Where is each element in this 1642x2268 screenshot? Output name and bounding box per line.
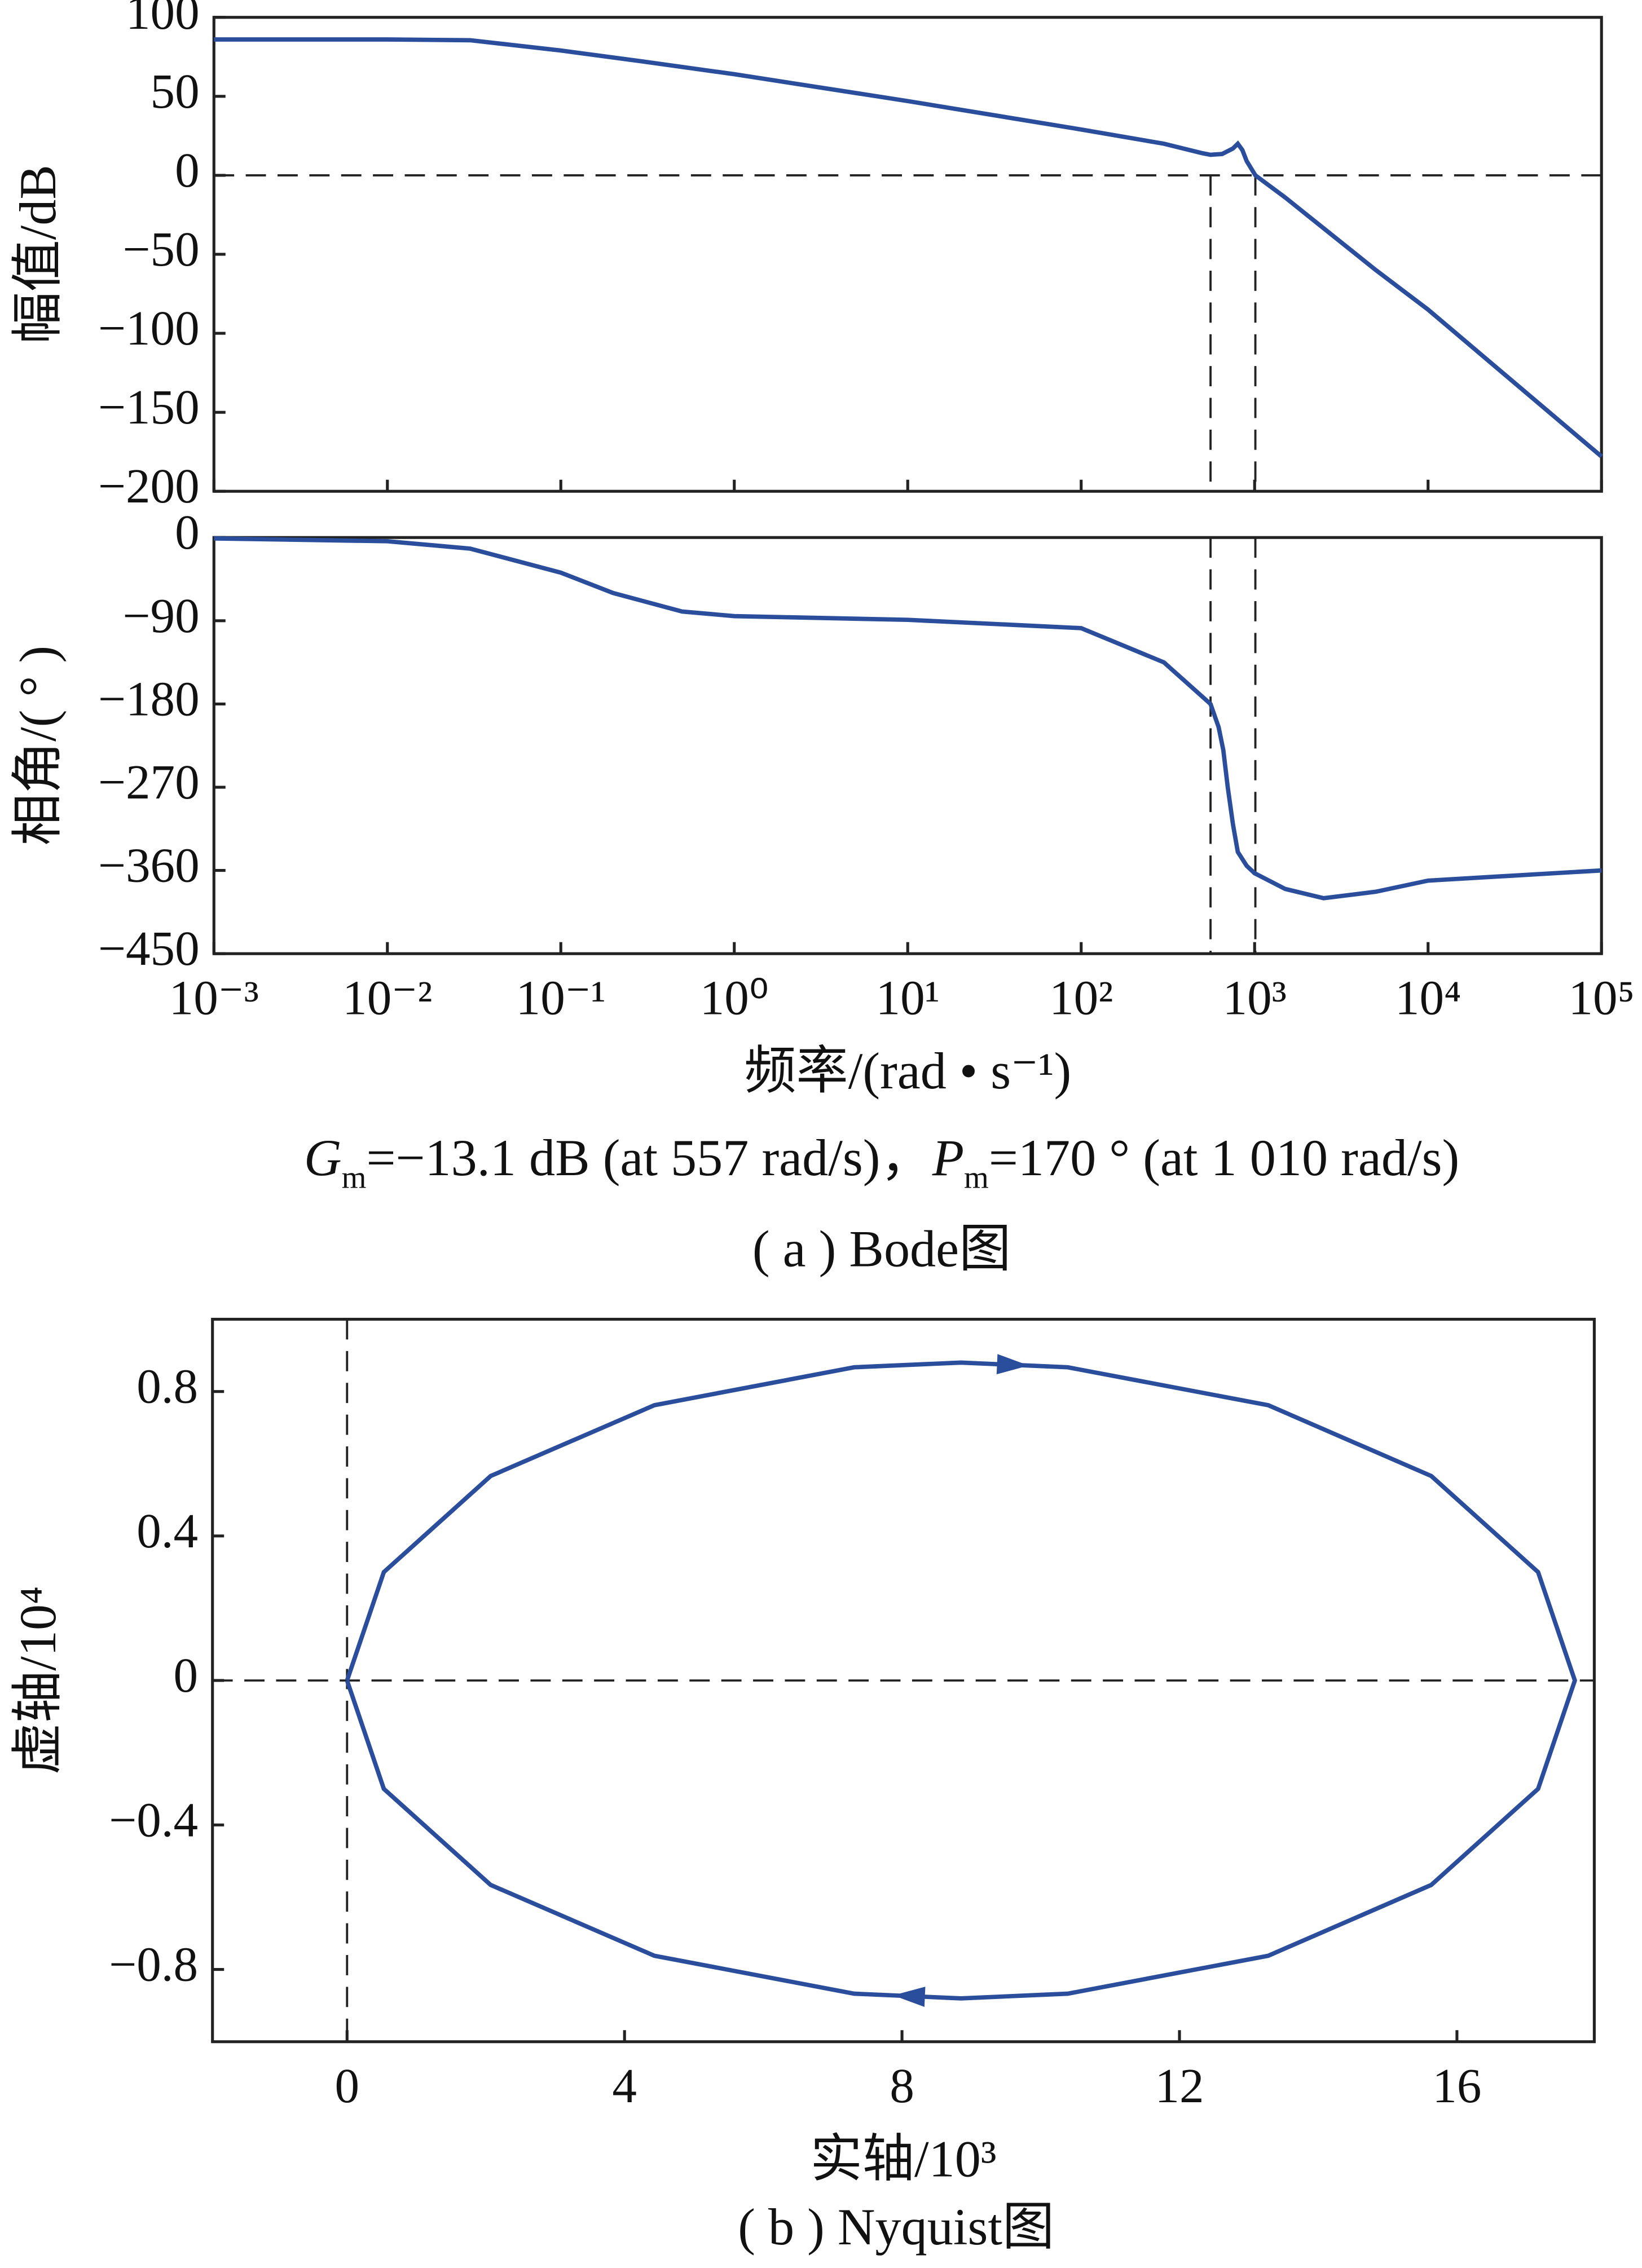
x-tick-label: 10¹ <box>876 970 940 1025</box>
y-tick-label: −450 <box>98 921 200 976</box>
x-tick-label: 10³ <box>1223 970 1287 1025</box>
data-line <box>214 37 1603 458</box>
x-tick-label: 8 <box>890 2058 914 2113</box>
x-tick-label: 10² <box>1049 970 1113 1025</box>
annotation-part: =170 ° (at 1 010 rad/s) <box>989 1129 1459 1186</box>
y-axis-label: 相角/( ° ) <box>9 646 67 846</box>
direction-arrow <box>996 1354 1029 1375</box>
x-tick-label: 4 <box>612 2058 637 2113</box>
x-tick-label: 10⁵ <box>1568 970 1634 1025</box>
annotation-part: =−13.1 dB (at 557 rad/s)， <box>367 1129 932 1186</box>
y-axis-label: 虚轴/10⁴ <box>9 1586 67 1775</box>
x-tick-label: 10⁴ <box>1395 970 1461 1025</box>
annotation-part: m <box>342 1160 367 1195</box>
y-tick-label: 0.4 <box>137 1503 198 1558</box>
y-tick-label: 0 <box>174 1648 199 1702</box>
x-axis-label: 实轴/10³ <box>811 2130 997 2188</box>
x-tick-label: 10⁰ <box>700 970 769 1025</box>
data-line <box>214 536 1602 901</box>
caption: ( a ) Bode图 <box>752 1220 1011 1277</box>
data-line <box>345 1360 1578 2001</box>
annotation-part: m <box>964 1160 989 1195</box>
x-tick-label: 10⁻² <box>342 970 432 1025</box>
y-tick-label: −50 <box>122 222 199 276</box>
x-tick-label: 16 <box>1432 2058 1481 2113</box>
y-tick-label: −360 <box>98 838 200 893</box>
x-tick-label: 10⁻¹ <box>516 970 606 1025</box>
y-tick-label: −0.4 <box>109 1792 198 1847</box>
plot-frame <box>212 16 1603 493</box>
y-tick-label: −270 <box>98 754 200 809</box>
y-axis-label: 幅值/dB <box>9 165 67 344</box>
caption: ( b ) Nyquist图 <box>738 2198 1054 2256</box>
annotation-part: P <box>932 1129 964 1186</box>
annotation-part: G <box>304 1129 342 1186</box>
y-tick-label: 0 <box>175 143 200 197</box>
y-tick-label: 50 <box>151 64 200 118</box>
margin-annotation: Gm=−13.1 dB (at 557 rad/s)，Pm=170 ° (at … <box>304 1129 1459 1195</box>
x-axis-label: 频率/(rad • s⁻¹) <box>744 1042 1071 1100</box>
direction-arrow <box>893 1987 926 2007</box>
y-tick-label: −100 <box>98 301 200 355</box>
y-tick-label: 0 <box>175 505 200 559</box>
y-tick-label: −200 <box>98 458 200 513</box>
y-tick-label: −0.8 <box>109 1937 198 1992</box>
y-tick-label: −180 <box>98 671 200 726</box>
y-tick-label: −90 <box>122 588 199 643</box>
y-tick-label: 0.8 <box>137 1359 198 1414</box>
y-tick-label: 100 <box>126 0 200 39</box>
x-tick-label: 0 <box>335 2058 360 2113</box>
x-tick-label: 12 <box>1155 2058 1204 2113</box>
plot-frame <box>212 536 1603 955</box>
x-tick-label: 10⁻³ <box>169 970 259 1025</box>
y-tick-label: −150 <box>98 380 200 434</box>
